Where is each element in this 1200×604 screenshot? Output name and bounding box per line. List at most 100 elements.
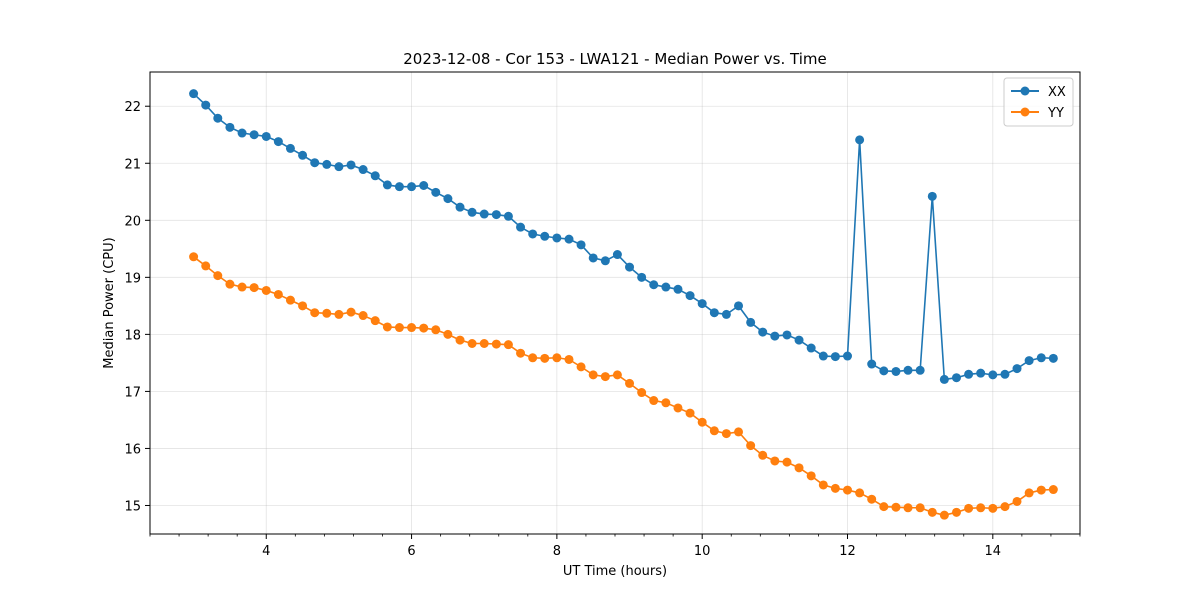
data-point-xx bbox=[346, 160, 356, 170]
y-axis: 15 16 17 18 19 20 21 22 bbox=[124, 100, 150, 514]
data-point-yy bbox=[588, 370, 598, 380]
data-point-xx bbox=[721, 309, 731, 319]
data-point-xx bbox=[685, 291, 695, 301]
data-point-xx bbox=[467, 207, 477, 217]
data-point-yy bbox=[830, 483, 840, 493]
data-point-yy bbox=[370, 316, 380, 326]
data-point-xx bbox=[673, 284, 683, 294]
data-point-xx bbox=[528, 229, 538, 239]
data-point-yy bbox=[879, 502, 889, 512]
data-point-yy bbox=[600, 372, 610, 382]
x-tick-label: 12 bbox=[839, 544, 856, 559]
data-point-yy bbox=[225, 279, 235, 289]
data-point-xx bbox=[1024, 356, 1034, 366]
data-point-xx bbox=[322, 159, 332, 169]
data-point-yy bbox=[394, 323, 404, 333]
data-point-yy bbox=[358, 311, 368, 321]
data-point-yy bbox=[564, 354, 574, 364]
data-point-xx bbox=[637, 272, 647, 282]
data-point-yy bbox=[673, 403, 683, 413]
data-point-xx bbox=[407, 182, 417, 192]
data-point-xx bbox=[855, 135, 865, 145]
data-point-yy bbox=[1012, 496, 1022, 506]
data-point-xx bbox=[964, 369, 974, 379]
x-axis-label: UT Time (hours) bbox=[563, 564, 667, 579]
data-point-xx bbox=[552, 233, 562, 243]
y-axis-label: Median Power (CPU) bbox=[102, 237, 117, 368]
data-point-yy bbox=[503, 340, 513, 350]
data-point-yy bbox=[273, 289, 283, 299]
data-point-yy bbox=[528, 353, 538, 363]
data-point-xx bbox=[491, 210, 501, 220]
data-point-xx bbox=[1048, 353, 1058, 363]
data-point-yy bbox=[467, 339, 477, 348]
data-point-xx bbox=[951, 373, 961, 383]
data-point-xx bbox=[734, 301, 744, 311]
data-point-xx bbox=[1012, 364, 1022, 374]
data-point-xx bbox=[225, 122, 235, 132]
y-tick-label: 21 bbox=[124, 157, 141, 172]
data-point-xx bbox=[661, 282, 671, 292]
grid bbox=[150, 72, 1080, 534]
data-point-yy bbox=[334, 309, 344, 319]
data-point-xx bbox=[758, 327, 768, 337]
data-point-xx bbox=[818, 351, 828, 361]
data-point-yy bbox=[1000, 502, 1010, 512]
data-point-yy bbox=[237, 282, 247, 292]
data-point-xx bbox=[794, 335, 804, 345]
data-point-xx bbox=[431, 187, 441, 197]
data-point-yy bbox=[419, 323, 429, 333]
data-point-xx bbox=[843, 351, 852, 361]
data-point-xx bbox=[455, 202, 465, 212]
data-point-yy bbox=[382, 322, 392, 332]
data-point-yy bbox=[285, 295, 295, 305]
x-tick-label: 14 bbox=[985, 544, 1002, 559]
data-point-xx bbox=[649, 280, 659, 290]
chart-title: 2023-12-08 - Cor 153 - LWA121 - Median P… bbox=[403, 50, 827, 68]
data-point-yy bbox=[625, 378, 635, 388]
legend-marker-yy bbox=[1020, 107, 1030, 117]
data-point-yy bbox=[697, 417, 707, 427]
data-point-yy bbox=[491, 339, 501, 349]
x-tick-label: 4 bbox=[262, 544, 270, 559]
data-point-xx bbox=[939, 374, 949, 384]
y-tick-label: 17 bbox=[124, 385, 141, 400]
data-point-xx bbox=[310, 158, 320, 168]
data-point-yy bbox=[758, 450, 768, 460]
data-point-xx bbox=[298, 150, 308, 160]
data-point-xx bbox=[770, 331, 780, 341]
series-markers-yy bbox=[189, 252, 1058, 520]
data-point-xx bbox=[806, 343, 816, 353]
data-point-xx bbox=[443, 194, 453, 204]
data-point-xx bbox=[782, 330, 792, 340]
data-point-yy bbox=[576, 362, 586, 372]
data-point-xx bbox=[285, 143, 295, 153]
data-point-xx bbox=[503, 211, 513, 221]
data-point-xx bbox=[564, 234, 574, 244]
data-point-yy bbox=[988, 503, 998, 513]
y-tick-label: 19 bbox=[124, 271, 141, 286]
data-point-yy bbox=[1036, 485, 1046, 495]
data-point-xx bbox=[576, 240, 586, 250]
data-point-yy bbox=[322, 308, 332, 318]
data-point-xx bbox=[201, 100, 211, 110]
x-tick-label: 10 bbox=[694, 544, 711, 559]
y-tick-label: 16 bbox=[124, 442, 141, 457]
data-point-yy bbox=[612, 370, 622, 380]
data-point-yy bbox=[213, 271, 223, 281]
y-tick-label: 22 bbox=[124, 100, 141, 115]
data-point-xx bbox=[479, 209, 489, 219]
legend-label-yy: YY bbox=[1047, 106, 1064, 121]
data-point-xx bbox=[697, 299, 707, 309]
data-point-yy bbox=[964, 503, 974, 513]
data-point-yy bbox=[927, 507, 937, 517]
data-point-xx bbox=[358, 165, 368, 175]
x-axis: 4 6 8 10 12 14 bbox=[149, 534, 1081, 559]
data-point-xx bbox=[588, 253, 598, 263]
data-point-yy bbox=[806, 471, 816, 481]
data-point-xx bbox=[891, 366, 901, 376]
data-point-yy bbox=[867, 494, 877, 504]
data-point-xx bbox=[612, 250, 622, 260]
data-point-yy bbox=[903, 503, 913, 513]
